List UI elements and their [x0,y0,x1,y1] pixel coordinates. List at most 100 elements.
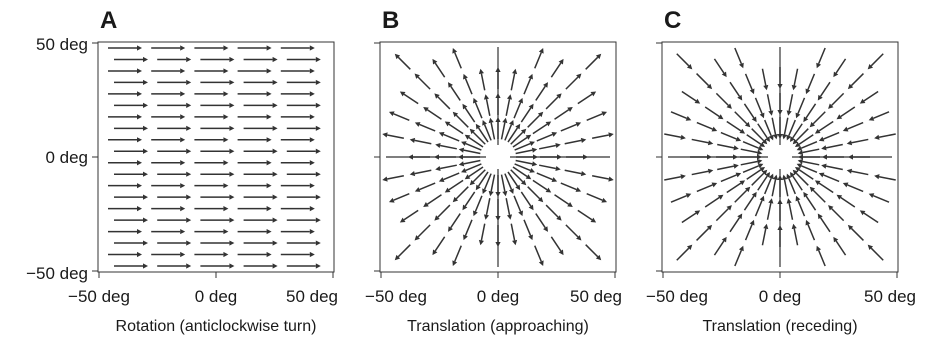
expansion-arrow [409,137,432,145]
expansion-arrow [409,169,432,177]
expansion-arrow [388,193,410,203]
contraction-arrow [803,103,817,123]
contraction-arrow [790,171,803,191]
contraction-arrow [681,90,701,104]
expansion-arrow [527,111,544,128]
rotation-arrow [108,45,142,51]
contraction-arrow [816,245,826,267]
rotation-arrow [108,160,142,166]
contraction-arrow [729,81,743,101]
contraction-arrow [744,219,755,241]
contraction-arrow [794,167,814,180]
contraction-arrow [713,58,727,78]
expansion-arrow [539,164,561,172]
rotation-arrow [157,56,192,63]
expansion-arrow [423,106,442,120]
rotation-arrow [108,91,142,97]
contraction-arrow [751,169,768,186]
contraction-arrow [742,163,764,174]
expansion-arrow [482,120,492,141]
expansion-arrow [500,117,508,140]
rotation-arrow [200,240,235,246]
contraction-arrow [817,81,831,101]
rotation-arrow [194,114,229,120]
contraction-arrow [868,193,890,203]
contraction-arrow [868,111,890,121]
expansion-arrow [514,163,535,173]
panel-a-caption: Rotation (anticlockwise turn) [116,318,317,335]
contraction-arrow [670,111,692,121]
contraction-arrow [842,182,864,193]
rotation-arrow [243,79,278,86]
contraction-arrow [751,128,768,145]
expansion-arrow [414,73,431,90]
contraction-arrow [740,148,763,156]
rotation-arrow [280,228,315,235]
expansion-arrow [475,171,489,191]
contraction-arrow [696,121,718,132]
contraction-arrow [814,180,834,194]
contraction-arrow [797,158,820,166]
contraction-arrow [791,68,799,91]
contraction-arrow [867,53,884,70]
expansion-arrow [523,219,533,241]
expansion-arrow [585,53,602,70]
rotation-arrow [286,148,321,154]
rotation-arrow [157,148,192,154]
rotation-arrow [243,194,278,200]
contraction-arrow [676,53,693,70]
contraction-arrow [821,163,843,171]
contraction-arrow [664,174,686,181]
expansion-arrow [469,128,486,145]
contraction-arrow [836,106,856,120]
expansion-arrow [452,111,469,128]
rotation-arrow [151,206,186,212]
expansion-arrow [534,245,544,267]
expansion-arrow [452,47,462,69]
rotation-arrow [243,217,278,223]
rotation-arrow [286,125,321,131]
rotation-arrow [194,45,229,51]
contraction-arrow [763,119,774,141]
rotation-arrow [237,45,272,51]
rotation-arrow [237,206,272,212]
contraction-arrow [757,171,770,191]
panel-c-letter: C [664,7,681,34]
rotation-arrow [237,114,272,120]
contraction-arrow [696,224,713,241]
expansion-arrow [447,213,461,232]
rotation-arrow [114,148,148,154]
contraction-arrow [734,111,751,128]
contraction-arrow [696,182,718,193]
contraction-arrow [746,167,766,180]
rotation-arrow [200,79,235,86]
rotation-arrow [280,160,315,166]
expansion-arrow [512,166,532,180]
contraction-arrow [786,173,797,195]
rotation-arrow [286,79,321,86]
rotation-arrow [114,102,148,108]
expansion-arrow [585,244,602,261]
expansion-arrow [447,82,461,101]
contraction-arrow [726,120,746,134]
expansion-arrow [435,142,457,150]
contraction-arrow [809,186,826,203]
expansion-arrow [505,198,513,220]
rotation-arrow [108,183,142,189]
expansion-arrow [394,244,411,261]
expansion-arrow [432,236,446,256]
expansion-arrow [545,93,562,110]
expansion-arrow [507,123,521,143]
expansion-arrow [539,142,561,150]
expansion-arrow [510,128,527,145]
expansion-arrow [550,58,564,78]
expansion-arrow [482,173,492,194]
contraction-arrow [691,138,714,146]
contraction-arrow [833,236,847,256]
contraction-arrow [818,172,840,183]
contraction-arrow [715,205,732,222]
expansion-arrow [592,132,614,140]
expansion-arrow [560,182,582,192]
expansion-arrow [444,179,464,193]
